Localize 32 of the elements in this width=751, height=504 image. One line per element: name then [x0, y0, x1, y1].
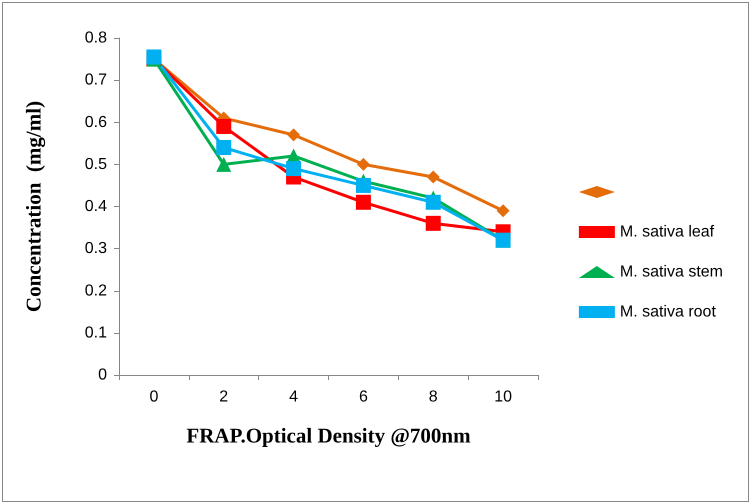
- legend-label: M. sativa leaf: [620, 224, 715, 240]
- point: [286, 161, 302, 176]
- y-tick-label: 0.5: [84, 156, 108, 173]
- point: [356, 194, 371, 210]
- y-tick-label: 0.3: [84, 240, 108, 258]
- legend-label: M. sativa stem: [620, 264, 724, 280]
- y-tick-label: 0.6: [84, 114, 108, 131]
- y-tick-label: 0: [98, 366, 108, 384]
- legend-label: M. sativa root: [620, 304, 716, 320]
- point: [287, 128, 300, 142]
- x-tick-label: 0: [149, 388, 158, 406]
- point: [216, 140, 232, 156]
- x-axis-title: FRAP.Optical Density @700nm: [186, 424, 472, 448]
- point: [426, 216, 441, 231]
- point: [356, 178, 371, 193]
- y-axis-title: Concentration (mg/ml): [22, 100, 46, 312]
- y-tick-label: 0.1: [84, 324, 108, 342]
- y-tick-label: 0.4: [84, 198, 108, 215]
- point: [216, 156, 232, 172]
- y-tick-label: 0.7: [84, 72, 108, 89]
- x-tick-label: 8: [428, 388, 438, 406]
- point: [496, 204, 510, 218]
- point: [356, 158, 370, 171]
- y-tick-label: 0.8: [84, 30, 108, 46]
- y-tick-label: 0.2: [84, 282, 108, 300]
- point: [216, 118, 232, 134]
- x-tick-label: 4: [289, 388, 298, 406]
- x-tick-label: 6: [358, 388, 368, 406]
- point: [426, 194, 441, 210]
- x-tick-label: 2: [219, 388, 228, 406]
- point: [426, 170, 440, 184]
- x-tick-label: 10: [494, 388, 512, 406]
